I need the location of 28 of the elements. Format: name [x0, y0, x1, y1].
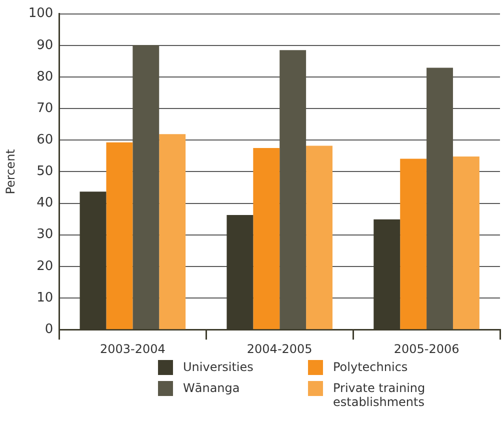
- y-tick-label: 70: [36, 100, 54, 116]
- bar: [253, 148, 280, 330]
- y-tick-label: 10: [36, 290, 54, 306]
- bar: [280, 50, 306, 330]
- y-axis-title: Percent: [3, 148, 18, 194]
- y-tick-label: 80: [36, 69, 54, 84]
- x-tick-label: 2003-2004: [100, 342, 166, 356]
- y-tick-label: 40: [36, 196, 54, 211]
- y-tick-label: 0: [44, 322, 54, 337]
- y-tick-label: 50: [36, 164, 54, 180]
- legend-label: Wānanga: [183, 381, 241, 395]
- y-tick-label: 60: [36, 132, 54, 148]
- bar: [426, 68, 453, 330]
- legend-label: Universities: [183, 360, 254, 374]
- x-tick-label: 2004-2005: [246, 342, 312, 356]
- legend-label: Polytechnics: [333, 360, 409, 374]
- y-tick-label: 90: [36, 38, 54, 53]
- bar: [400, 158, 427, 330]
- bar: [159, 134, 186, 330]
- y-tick-label: 30: [36, 227, 54, 242]
- bar: [106, 142, 133, 330]
- bar: [306, 146, 332, 330]
- y-tick-label: 20: [36, 258, 54, 274]
- y-tick-label: 100: [28, 6, 54, 22]
- bar: [452, 156, 480, 330]
- legend-label: Private training establishments: [333, 381, 426, 409]
- bar: [132, 45, 160, 330]
- x-tick-label: 2005-2006: [394, 342, 460, 356]
